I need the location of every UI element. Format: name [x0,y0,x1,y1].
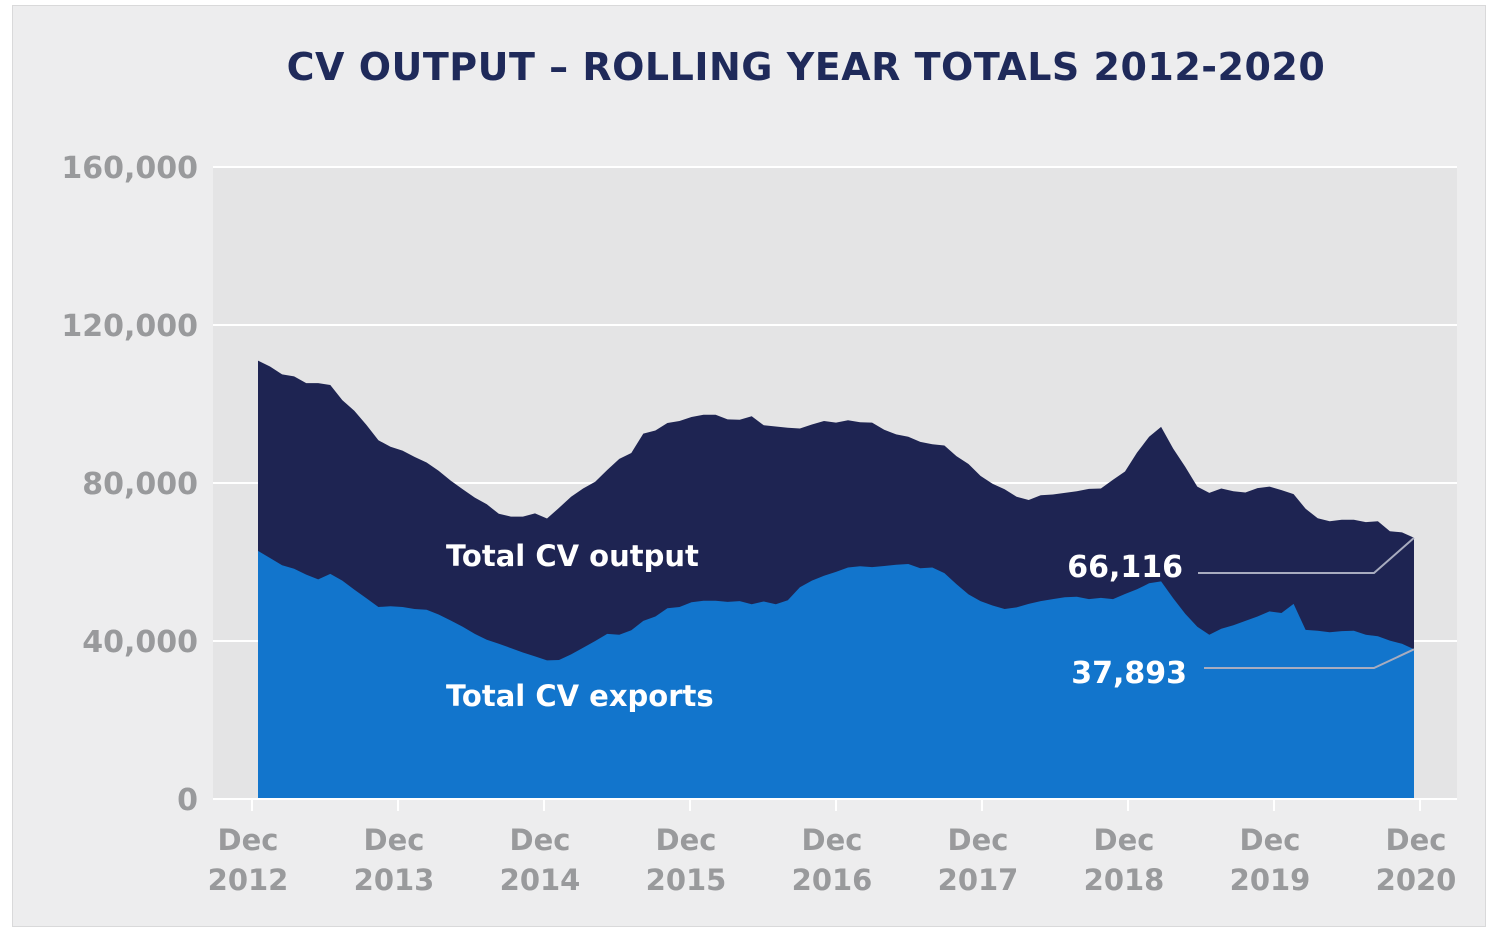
leader-line-exports [1204,648,1415,669]
y-tick-label: 80,000 [82,467,198,502]
x-tick-label: Dec 2013 [354,823,435,897]
x-tick-label: Dec 2016 [792,823,873,897]
chart-title: CV OUTPUT – ROLLING YEAR TOTALS 2012-202… [287,45,1326,89]
series-area-total-exports [258,550,1414,799]
x-tick-label: Dec 2012 [208,823,289,897]
series-areas [258,360,1414,799]
y-tick-label: 0 [177,783,198,818]
x-tick-label: Dec 2014 [500,823,581,897]
end-value-label-output: 66,116 [1067,550,1183,585]
y-tick-label: 40,000 [82,625,198,660]
series-label-total-output: Total CV output [446,539,699,573]
x-tick-label: Dec 2019 [1230,823,1311,897]
y-tick-label: 120,000 [61,309,198,344]
y-tick-label: 160,000 [61,151,198,186]
leader-line-output [1198,537,1415,574]
axes: 0 40,000 80,000 120,000 160,000 Dec 2012 Dec 201… [61,151,1457,897]
x-tick-label: Dec 2018 [1084,823,1165,897]
x-tick-label: Dec 2017 [938,823,1019,897]
series-label-total-exports: Total CV exports [446,679,714,713]
x-tick-label: Dec 2015 [646,823,727,897]
x-tick-label: Dec 2020 [1376,823,1457,897]
end-value-label-exports: 37,893 [1071,656,1187,691]
labels: Total CV output Total CV exports 66,116 37,… [446,537,1415,713]
